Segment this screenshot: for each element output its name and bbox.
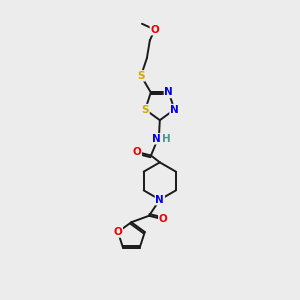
Text: O: O <box>133 147 141 157</box>
Text: N: N <box>155 195 164 205</box>
Text: O: O <box>150 25 159 35</box>
Text: O: O <box>113 227 122 237</box>
Text: N: N <box>152 134 161 144</box>
Text: S: S <box>137 71 145 81</box>
Text: S: S <box>142 105 149 115</box>
Text: O: O <box>159 214 167 224</box>
Text: N: N <box>164 88 173 98</box>
Text: H: H <box>162 134 171 144</box>
Text: N: N <box>170 105 179 115</box>
